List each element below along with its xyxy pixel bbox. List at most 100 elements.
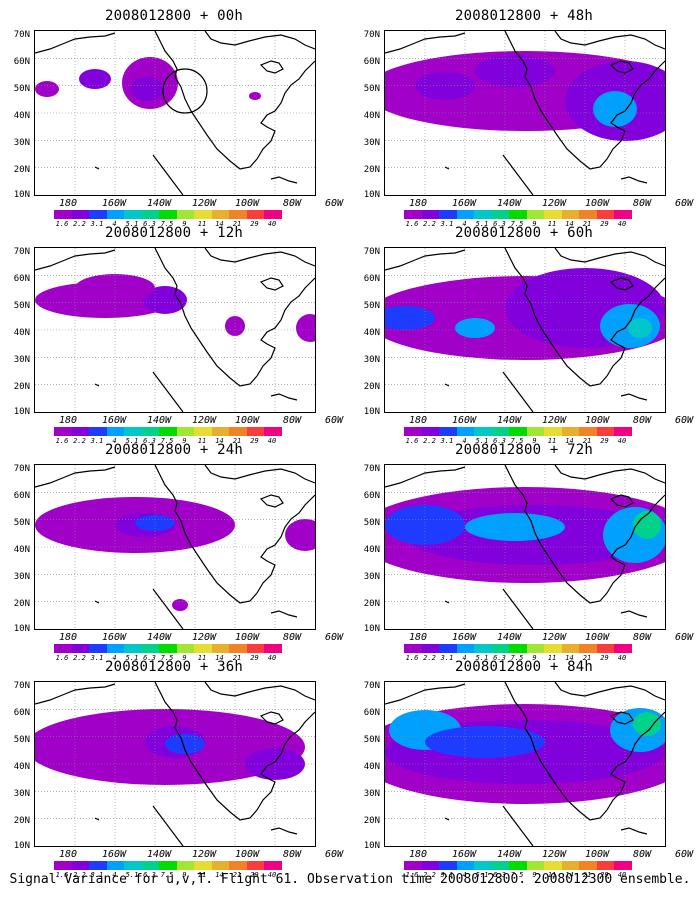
colorbar-label: 21: [582, 871, 592, 879]
panel-title: 2008012800 + 12h: [104, 225, 244, 241]
colorbar-swatch: [54, 427, 72, 436]
colorbar-swatch: [71, 427, 89, 436]
colorbar: [54, 644, 282, 653]
colorbar-swatch: [176, 644, 194, 653]
x-tick-label: 60W: [674, 632, 694, 643]
colorbar-label: 14: [215, 871, 224, 879]
grid-lines: [35, 248, 315, 412]
y-tick-label: 40N: [363, 545, 380, 555]
map-frame: [34, 30, 316, 196]
x-tick-label: 60W: [324, 632, 344, 643]
colorbar-label: 14: [565, 871, 574, 879]
colorbar-label: 6.3: [493, 437, 506, 445]
colorbar-label: 21: [582, 220, 592, 228]
colorbar-swatch: [526, 210, 544, 219]
colorbar-label: 7.5: [160, 871, 174, 879]
colorbar-label: 9: [182, 437, 187, 445]
colorbar-swatch: [491, 427, 509, 436]
y-tick-label: 20N: [13, 816, 30, 826]
map-plot: [35, 248, 315, 412]
y-tick-label: 10N: [13, 624, 30, 634]
y-tick-label: 20N: [363, 816, 380, 826]
colorbar-swatch: [456, 861, 474, 870]
colorbar-label: 4: [462, 220, 467, 228]
colorbar-swatch: [54, 210, 72, 219]
colorbar-swatch: [194, 861, 212, 870]
y-tick-label: 40N: [13, 328, 30, 338]
colorbar-label: 6.3: [143, 654, 156, 662]
x-tick-label: 160W: [101, 198, 127, 209]
y-tick-label: 30N: [13, 138, 30, 148]
colorbar-swatch: [54, 861, 72, 870]
colorbar-label: 3.1: [90, 437, 104, 445]
x-tick-label: 100W: [584, 849, 610, 860]
x-tick-label: 80W: [282, 632, 302, 643]
colorbar-swatch: [579, 861, 597, 870]
y-tick-label: 20N: [13, 599, 30, 609]
colorbar-label: 4: [462, 654, 467, 662]
x-tick-label: 180: [58, 632, 78, 643]
x-tick-label: 60W: [674, 198, 694, 209]
x-tick-label: 80W: [632, 415, 652, 426]
x-tick-label: 80W: [632, 849, 652, 860]
colorbar-swatch: [526, 644, 544, 653]
colorbar-swatch: [124, 861, 142, 870]
colorbar-label: 2.2: [73, 220, 86, 228]
x-tick-label: 100W: [234, 198, 260, 209]
y-tick-label: 40N: [13, 762, 30, 772]
colorbar-label: 5.1: [475, 654, 489, 662]
grid-lines: [385, 248, 665, 412]
colorbar-swatch: [491, 210, 509, 219]
colorbar-swatch: [614, 644, 632, 653]
y-tick-label: 20N: [13, 382, 30, 392]
map-panel: 2008012800 + 24h 70N 60N 50N 40N 30N 20N 10N 18…: [0, 442, 343, 662]
x-tick-label: 80W: [632, 632, 652, 643]
y-tick-label: 70N: [363, 247, 380, 257]
colorbar-label: 40: [617, 654, 627, 662]
y-tick-label: 50N: [13, 735, 30, 745]
y-tick-label: 50N: [13, 84, 30, 94]
colorbar: [404, 210, 632, 219]
colorbar-label: 29: [250, 871, 259, 879]
y-tick-label: 30N: [363, 138, 380, 148]
colorbar-label: 29: [600, 220, 609, 228]
map-plot: [385, 465, 665, 629]
colorbar-swatch: [544, 861, 562, 870]
map-frame: [34, 464, 316, 630]
colorbar-swatch: [596, 427, 614, 436]
colorbar-label: 14: [215, 654, 224, 662]
colorbar-label: 29: [600, 654, 609, 662]
colorbar-swatch: [264, 210, 282, 219]
colorbar-swatch: [439, 210, 457, 219]
x-tick-label: 100W: [584, 415, 610, 426]
x-tick-label: 60W: [674, 415, 694, 426]
colorbar-swatch: [141, 861, 159, 870]
y-tick-label: 30N: [363, 572, 380, 582]
y-tick-label: 40N: [363, 111, 380, 121]
colorbar-label: 7.5: [510, 220, 524, 228]
colorbar-label: 40: [267, 654, 277, 662]
grid-lines: [35, 465, 315, 629]
map-panel: 2008012800 + 00h 70N 60N 50N 40N 30N 20N 10N 18…: [0, 8, 343, 228]
y-tick-label: 10N: [13, 407, 30, 417]
x-tick-label: 120W: [541, 415, 567, 426]
panel-title: 2008012800 + 72h: [454, 442, 594, 458]
colorbar-swatch: [456, 210, 474, 219]
colorbar-swatch: [141, 427, 159, 436]
colorbar-swatch: [421, 427, 439, 436]
colorbar-swatch: [159, 644, 177, 653]
colorbar-label: 2.2: [423, 220, 436, 228]
colorbar-swatch: [71, 210, 89, 219]
signal-variance-field: [385, 487, 665, 583]
colorbar-label: 1.6: [405, 654, 419, 662]
colorbar-swatch: [89, 427, 107, 436]
colorbar-swatch: [141, 644, 159, 653]
x-tick-label: 180: [58, 198, 78, 209]
colorbar-swatch: [456, 427, 474, 436]
colorbar-label: 4: [112, 437, 117, 445]
panel-title: 2008012800 + 48h: [454, 8, 594, 24]
colorbar-label: 5.1: [125, 437, 139, 445]
map-frame: [34, 247, 316, 413]
y-tick-label: 60N: [13, 274, 30, 284]
grid-lines: [35, 682, 315, 846]
